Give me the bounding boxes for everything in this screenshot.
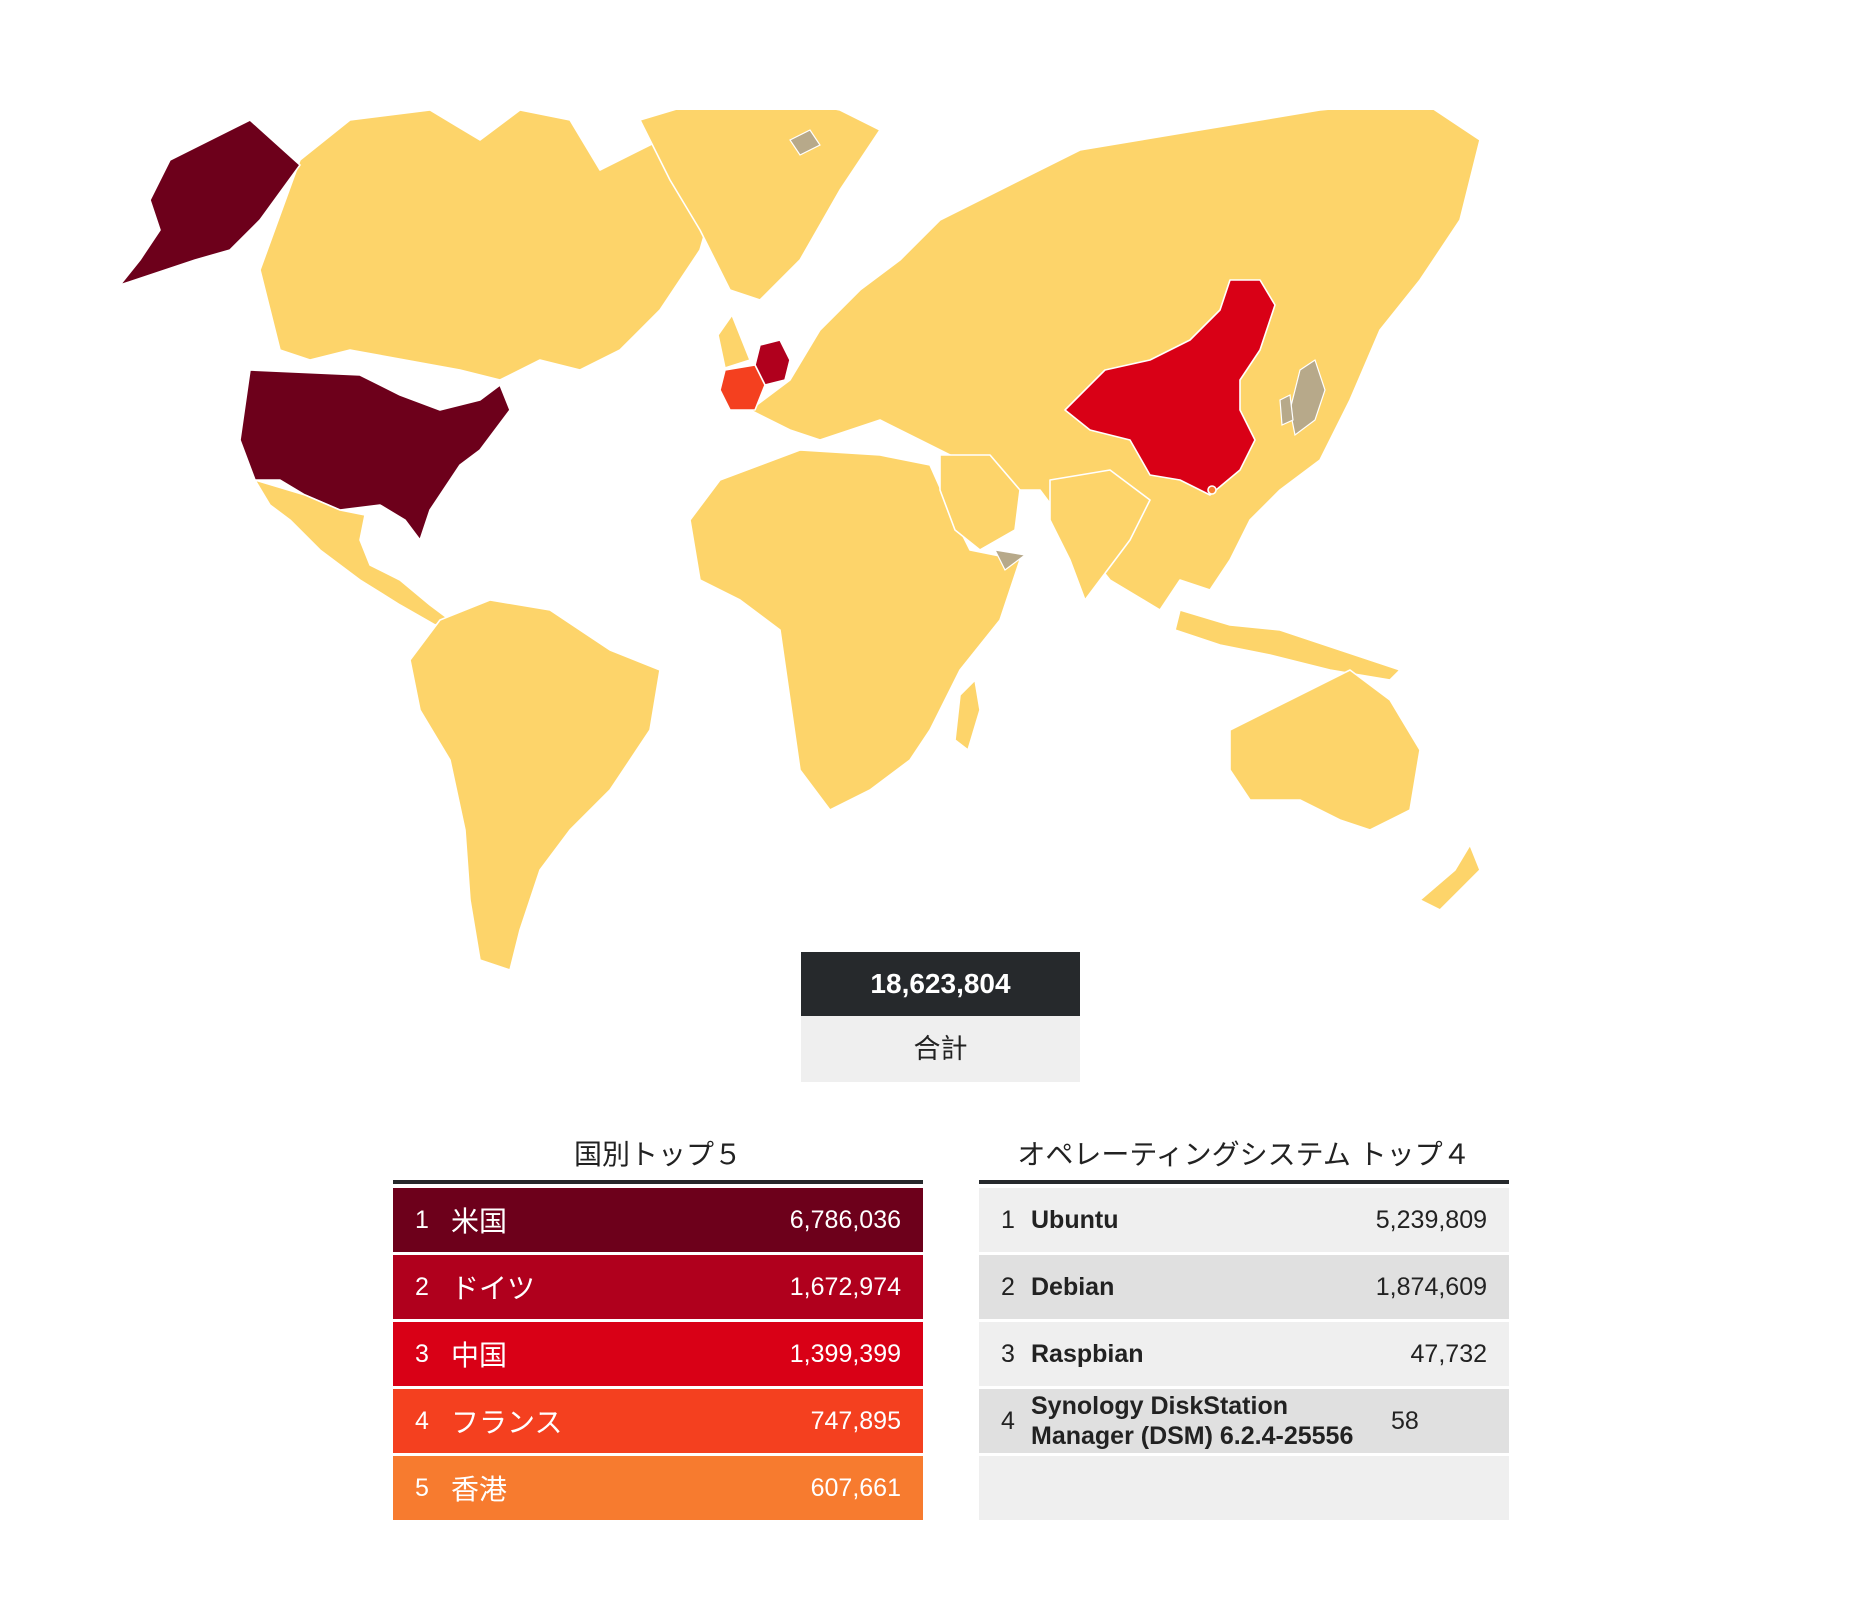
country-row-1[interactable]: 1 米国 6,786,036 [393,1188,923,1255]
region-uk[interactable] [717,314,751,369]
country-rank: 3 [415,1339,429,1368]
region-indonesia[interactable] [1174,609,1401,681]
country-rank: 2 [415,1272,429,1301]
region-korea[interactable] [1279,394,1294,426]
os-value: 5,239,809 [1375,1205,1487,1234]
region-usa-alaska[interactable] [119,119,301,286]
country-name: 米国 [451,1206,508,1237]
os-rank: 2 [1001,1272,1015,1301]
total-summary: 18,623,804 合計 [801,952,1080,1082]
top-os-table: オペレーティングシステム トップ４ 1 Ubuntu 5,239,809 2 D… [979,1130,1509,1520]
country-row-5[interactable]: 5 香港 607,661 [393,1456,923,1523]
os-name: Ubuntu [1031,1206,1119,1234]
country-rank: 5 [415,1473,429,1502]
region-greenland[interactable] [639,110,881,301]
os-value: 1,874,609 [1375,1272,1487,1301]
country-name: 中国 [451,1340,508,1371]
top-os-title: オペレーティングシステム トップ４ [979,1130,1509,1184]
country-row-4[interactable]: 4 フランス 747,895 [393,1389,923,1456]
country-row-2[interactable]: 2 ドイツ 1,672,974 [393,1255,923,1322]
total-value: 18,623,804 [801,952,1080,1016]
country-name: 香港 [451,1474,508,1505]
country-name: フランス [451,1407,563,1438]
os-name: Synology DiskStation Manager (DSM) 6.2.4… [1031,1392,1354,1450]
os-empty-row [979,1456,1509,1520]
region-india[interactable] [1049,469,1151,601]
region-mexico[interactable] [254,479,451,626]
region-canada[interactable] [259,110,721,381]
os-rank: 4 [1001,1406,1015,1435]
region-france[interactable] [719,364,766,411]
os-rank: 1 [1001,1205,1015,1234]
country-value: 1,672,974 [789,1272,901,1301]
country-value: 747,895 [810,1406,901,1435]
os-row-2[interactable]: 2 Debian 1,874,609 [979,1255,1509,1322]
top-countries-title: 国別トップ５ [393,1130,923,1184]
os-value: 47,732 [1410,1339,1487,1368]
region-africa[interactable] [689,449,1021,811]
region-australia[interactable] [1229,669,1421,831]
os-name: Raspbian [1031,1340,1144,1368]
region-china[interactable] [1064,279,1276,496]
region-hong-kong[interactable] [1207,485,1217,495]
country-name: ドイツ [451,1273,536,1304]
country-rank: 1 [415,1205,429,1234]
region-eurasia[interactable] [749,110,1481,611]
country-row-3[interactable]: 3 中国 1,399,399 [393,1322,923,1389]
country-value: 6,786,036 [789,1205,901,1234]
region-svalbard[interactable] [789,129,821,156]
os-row-4[interactable]: 4 Synology DiskStation Manager (DSM) 6.2… [979,1389,1509,1456]
os-row-3[interactable]: 3 Raspbian 47,732 [979,1322,1509,1389]
os-name: Debian [1031,1273,1115,1301]
country-value: 607,661 [810,1473,901,1502]
region-usa[interactable] [239,369,511,541]
total-label: 合計 [801,1016,1080,1082]
region-arabia[interactable] [939,454,1021,551]
country-value: 1,399,399 [789,1339,901,1368]
world-map [100,110,1800,1100]
region-new-zealand[interactable] [1419,844,1481,911]
os-rank: 3 [1001,1339,1015,1368]
os-row-1[interactable]: 1 Ubuntu 5,239,809 [979,1188,1509,1255]
top-countries-table: 国別トップ５ 1 米国 6,786,036 2 ドイツ 1,672,974 3 … [393,1130,923,1523]
country-rank: 4 [415,1406,429,1435]
region-south-america[interactable] [409,599,661,971]
region-madagascar[interactable] [954,679,981,751]
region-somalia[interactable] [993,549,1027,571]
os-value: 58 [1391,1406,1419,1435]
